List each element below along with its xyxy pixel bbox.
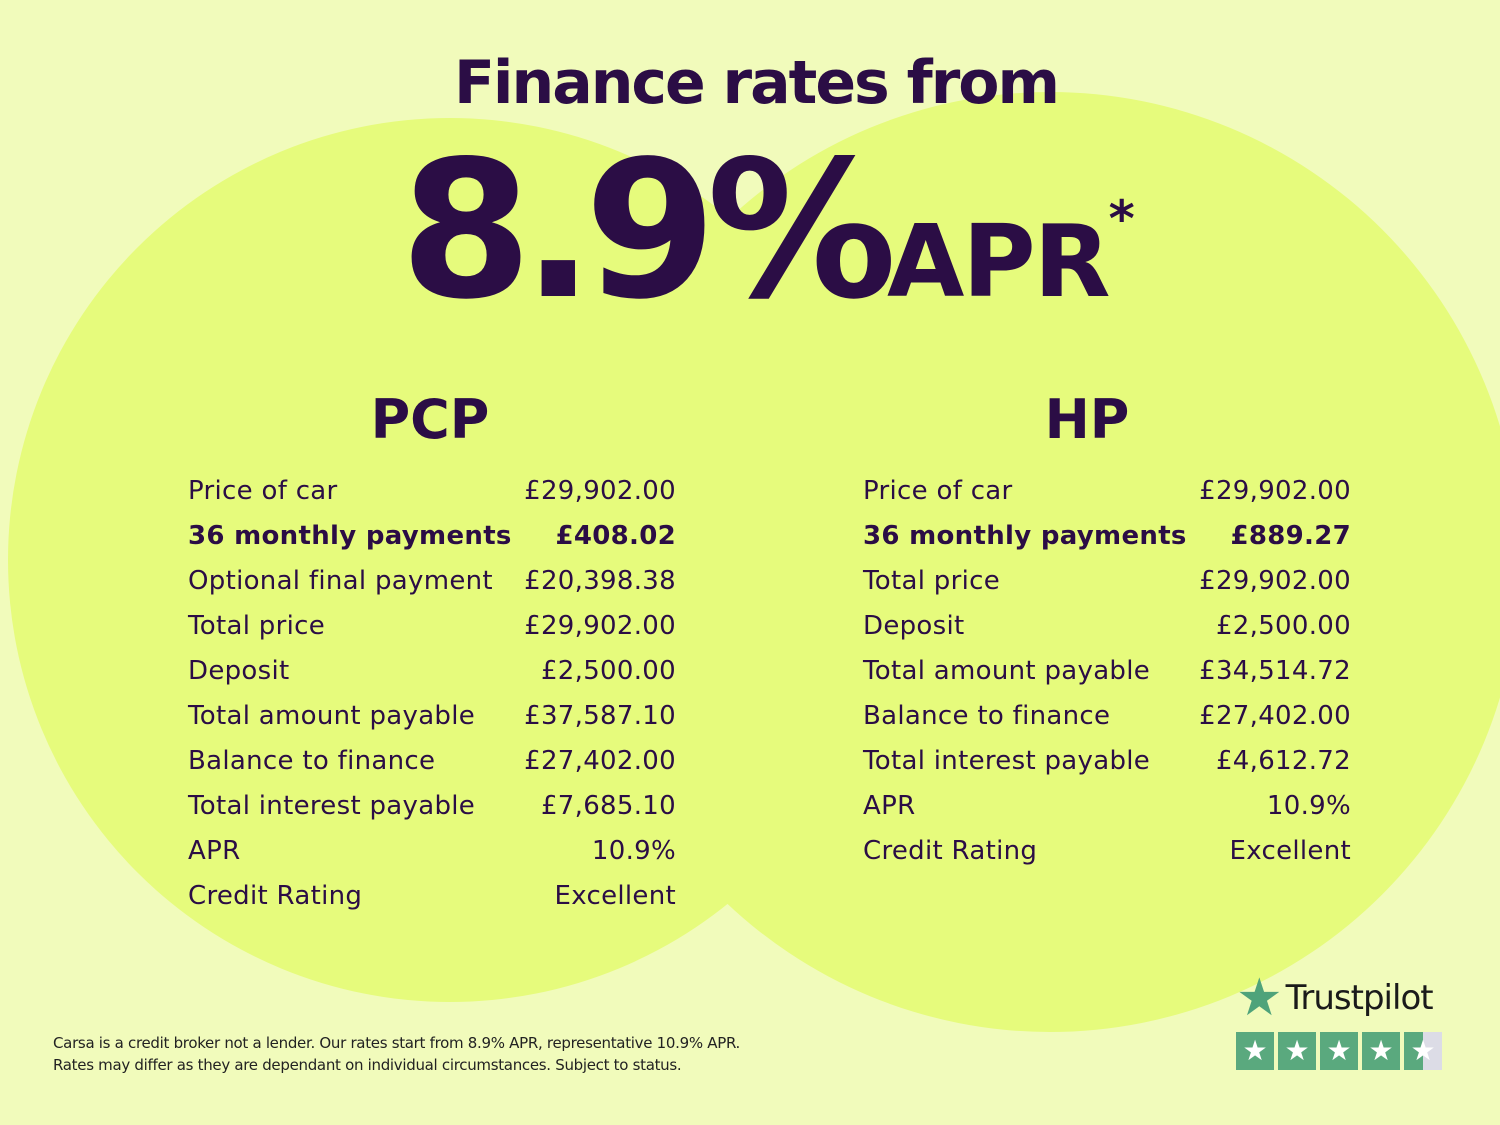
row-value: £29,902.00	[1199, 476, 1351, 506]
table-row: Total amount payable £34,514.72	[863, 650, 1351, 695]
right-circle-decoration	[580, 92, 1500, 1032]
row-label: Balance to finance	[188, 746, 436, 776]
disclaimer-line-2: Rates may differ as they are dependant o…	[53, 1056, 682, 1074]
row-label: APR	[188, 836, 241, 866]
row-label: Credit Rating	[863, 836, 1038, 866]
hp-table: Price of car £29,902.00 36 monthly payment…	[863, 470, 1351, 875]
table-row: Total interest payable £7,685.10	[188, 785, 676, 830]
rating-star-icon: ★	[1320, 1032, 1358, 1070]
row-value: Excellent	[1229, 836, 1351, 866]
headline-title: Finance rates from	[453, 48, 1060, 118]
disclaimer: Carsa is a credit broker not a lender. O…	[53, 1032, 740, 1076]
apr-label: APR	[886, 203, 1111, 320]
table-row: Balance to finance £27,402.00	[863, 695, 1351, 740]
headline-rate: 8.9%APR*	[400, 120, 1135, 341]
trustpilot-rating: ★ ★ ★ ★ ★	[1236, 1032, 1442, 1070]
rating-star-icon: ★	[1404, 1032, 1442, 1070]
row-value: £2,500.00	[540, 656, 676, 686]
rating-star-icon: ★	[1278, 1032, 1316, 1070]
row-label: Price of car	[188, 476, 338, 506]
row-value: £29,902.00	[1199, 566, 1351, 596]
table-row: APR 10.9%	[188, 830, 676, 875]
row-label: Deposit	[188, 656, 290, 686]
table-row: Total amount payable £37,587.10	[188, 695, 676, 740]
row-value: £29,902.00	[524, 611, 676, 641]
trustpilot-logo: ★ Trustpilot	[1236, 972, 1442, 1024]
row-value: £20,398.38	[524, 566, 676, 596]
row-value: £29,902.00	[524, 476, 676, 506]
row-label: Credit Rating	[188, 881, 363, 911]
row-value: 10.9%	[591, 836, 676, 866]
row-label: Total price	[863, 566, 1000, 596]
rate-value: 8.9%	[400, 120, 897, 341]
row-value: £4,612.72	[1215, 746, 1351, 776]
row-label: Price of car	[863, 476, 1013, 506]
table-row: Price of car £29,902.00	[188, 470, 676, 515]
table-row: Credit Rating Excellent	[188, 875, 676, 920]
table-row: Total price £29,902.00	[188, 605, 676, 650]
row-value: £37,587.10	[524, 701, 676, 731]
row-label: Balance to finance	[863, 701, 1111, 731]
row-label: Total interest payable	[188, 791, 476, 821]
row-value: £7,685.10	[540, 791, 676, 821]
row-label: Deposit	[863, 611, 965, 641]
table-row: Balance to finance £27,402.00	[188, 740, 676, 785]
rating-star-icon: ★	[1362, 1032, 1400, 1070]
row-label: Total amount payable	[863, 656, 1151, 686]
trustpilot-name: Trustpilot	[1285, 978, 1434, 1018]
table-row: Total interest payable £4,612.72	[863, 740, 1351, 785]
row-value: 10.9%	[1266, 791, 1351, 821]
hp-heading: HP	[1044, 388, 1130, 451]
star-icon: ★	[1236, 968, 1283, 1028]
table-row: Credit Rating Excellent	[863, 830, 1351, 875]
row-label: Total interest payable	[863, 746, 1151, 776]
table-row: 36 monthly payments £408.02	[188, 515, 676, 560]
asterisk: *	[1108, 190, 1135, 248]
row-value: Excellent	[554, 881, 676, 911]
pcp-table: Price of car £29,902.00 36 monthly payment…	[188, 470, 676, 920]
table-row: Total price £29,902.00	[863, 560, 1351, 605]
row-label: 36 monthly payments	[188, 521, 512, 551]
table-row: Deposit £2,500.00	[863, 605, 1351, 650]
row-value: £34,514.72	[1199, 656, 1351, 686]
disclaimer-line-1: Carsa is a credit broker not a lender. O…	[53, 1034, 740, 1052]
table-row: 36 monthly payments £889.27	[863, 515, 1351, 560]
table-row: Deposit £2,500.00	[188, 650, 676, 695]
row-label: Optional final payment	[188, 566, 493, 596]
table-row: Optional final payment £20,398.38	[188, 560, 676, 605]
row-value: £408.02	[555, 521, 676, 551]
row-value: £27,402.00	[1199, 701, 1351, 731]
row-value: £27,402.00	[524, 746, 676, 776]
row-label: APR	[863, 791, 916, 821]
pcp-heading: PCP	[370, 388, 490, 451]
row-value: £889.27	[1230, 521, 1351, 551]
table-row: Price of car £29,902.00	[863, 470, 1351, 515]
row-label: Total price	[188, 611, 325, 641]
row-value: £2,500.00	[1215, 611, 1351, 641]
row-label: Total amount payable	[188, 701, 476, 731]
trustpilot-badge[interactable]: ★ Trustpilot ★ ★ ★ ★ ★	[1236, 972, 1442, 1070]
row-label: 36 monthly payments	[863, 521, 1187, 551]
rating-star-icon: ★	[1236, 1032, 1274, 1070]
table-row: APR 10.9%	[863, 785, 1351, 830]
